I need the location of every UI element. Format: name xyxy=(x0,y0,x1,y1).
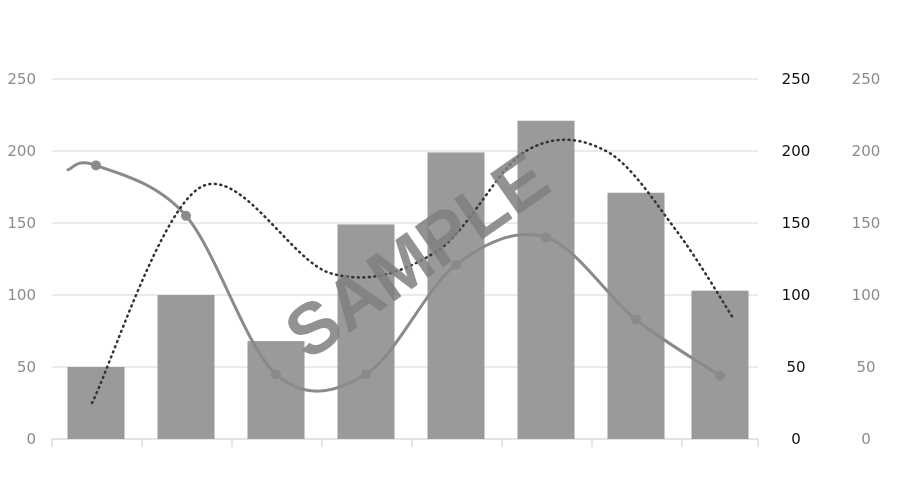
y-tick-right-1-50: 50 xyxy=(786,358,805,376)
bar-5 xyxy=(427,152,485,439)
y-tick-right-2-200: 200 xyxy=(852,142,881,160)
bar-8 xyxy=(691,290,749,439)
solid-line-point-3 xyxy=(271,369,281,380)
y-tick-left-150: 150 xyxy=(7,214,36,232)
solid-line-point-7 xyxy=(631,314,641,325)
y-tick-left-100: 100 xyxy=(7,286,36,304)
y-tick-left-250: 250 xyxy=(7,70,36,88)
bar-4 xyxy=(337,224,395,439)
solid-line-point-4 xyxy=(361,369,371,380)
y-tick-right-1-200: 200 xyxy=(782,142,811,160)
bar-1 xyxy=(67,367,125,439)
bar-3 xyxy=(247,341,305,439)
y-tick-left-50: 50 xyxy=(17,358,36,376)
y-tick-right-2-100: 100 xyxy=(852,286,881,304)
labels-layer: 0 50 100 150 200 250 0 50 100 150 200 250 0 50 100 150 2… xyxy=(7,70,880,448)
solid-line-point-8 xyxy=(715,370,725,381)
lines-layer xyxy=(66,138,736,405)
y-tick-right-2-150: 150 xyxy=(852,214,881,232)
y-tick-left-0: 0 xyxy=(26,430,36,448)
y-tick-right-2-250: 250 xyxy=(852,70,881,88)
solid-line-point-1 xyxy=(91,160,101,171)
dotted-line-series xyxy=(90,138,736,405)
axes-layer xyxy=(51,438,759,447)
solid-line-point-5 xyxy=(451,259,461,270)
y-tick-right-1-250: 250 xyxy=(782,70,811,88)
solid-line-point-2 xyxy=(181,210,191,221)
bar-6 xyxy=(517,120,575,439)
y-tick-left-200: 200 xyxy=(7,142,36,160)
y-tick-right-1-100: 100 xyxy=(782,286,811,304)
bars-layer xyxy=(67,120,749,439)
y-tick-right-2-50: 50 xyxy=(856,358,875,376)
y-tick-right-2-0: 0 xyxy=(861,430,871,448)
y-tick-right-1-0: 0 xyxy=(791,430,801,448)
y-tick-right-1-150: 150 xyxy=(782,214,811,232)
bar-2 xyxy=(157,295,215,439)
solid-line-point-6 xyxy=(541,232,551,243)
